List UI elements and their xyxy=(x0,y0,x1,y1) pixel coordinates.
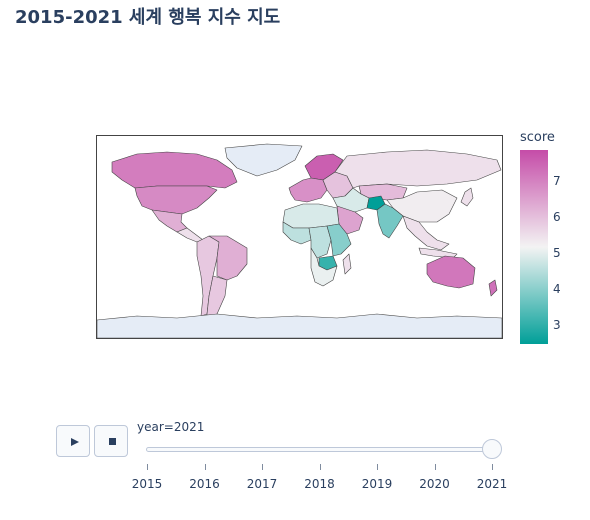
colorbar-tick: 6 xyxy=(553,210,561,224)
slider-track[interactable] xyxy=(146,447,492,452)
slider-step-2020[interactable]: 2020 xyxy=(415,477,455,491)
world-map[interactable] xyxy=(96,135,503,339)
slider-handle[interactable] xyxy=(482,439,502,459)
colorbar xyxy=(520,150,548,344)
region-madagascar[interactable] xyxy=(343,254,351,274)
stop-icon xyxy=(95,426,129,458)
slider-tick xyxy=(320,464,321,470)
slider-step-2016[interactable]: 2016 xyxy=(185,477,225,491)
slider-step-2017[interactable]: 2017 xyxy=(242,477,282,491)
slider-step-2021[interactable]: 2021 xyxy=(472,477,512,491)
slider-tick xyxy=(377,464,378,470)
colorbar-tick: 4 xyxy=(553,282,561,296)
slider-tick xyxy=(492,464,493,470)
map-svg xyxy=(97,136,502,338)
region-north-africa[interactable] xyxy=(283,204,339,228)
colorbar-title: score xyxy=(520,130,555,145)
region-western-europe[interactable] xyxy=(289,178,327,202)
play-icon xyxy=(57,426,91,458)
colorbar-tick: 3 xyxy=(553,318,561,332)
slider-step-2018[interactable]: 2018 xyxy=(300,477,340,491)
slider-step-2019[interactable]: 2019 xyxy=(357,477,397,491)
region-canada[interactable] xyxy=(112,152,237,188)
region-greenland[interactable] xyxy=(225,144,302,176)
slider-tick xyxy=(262,464,263,470)
region-russia[interactable] xyxy=(335,150,501,188)
slider-tick xyxy=(435,464,436,470)
colorbar-tick: 5 xyxy=(553,246,561,260)
region-antarctica[interactable] xyxy=(97,314,502,338)
slider-current-value: year=2021 xyxy=(137,420,204,434)
chart-title: 2015-2021 세계 행복 지수 지도 xyxy=(15,3,280,29)
slider-tick xyxy=(205,464,206,470)
stop-button[interactable] xyxy=(94,425,128,457)
slider-tick xyxy=(147,464,148,470)
colorbar-tick: 7 xyxy=(553,174,561,188)
region-usa[interactable] xyxy=(135,186,217,214)
region-new-zealand[interactable] xyxy=(489,280,497,296)
slider-step-2015[interactable]: 2015 xyxy=(127,477,167,491)
region-australia[interactable] xyxy=(427,256,475,288)
play-button[interactable] xyxy=(56,425,90,457)
region-japan[interactable] xyxy=(461,188,473,206)
